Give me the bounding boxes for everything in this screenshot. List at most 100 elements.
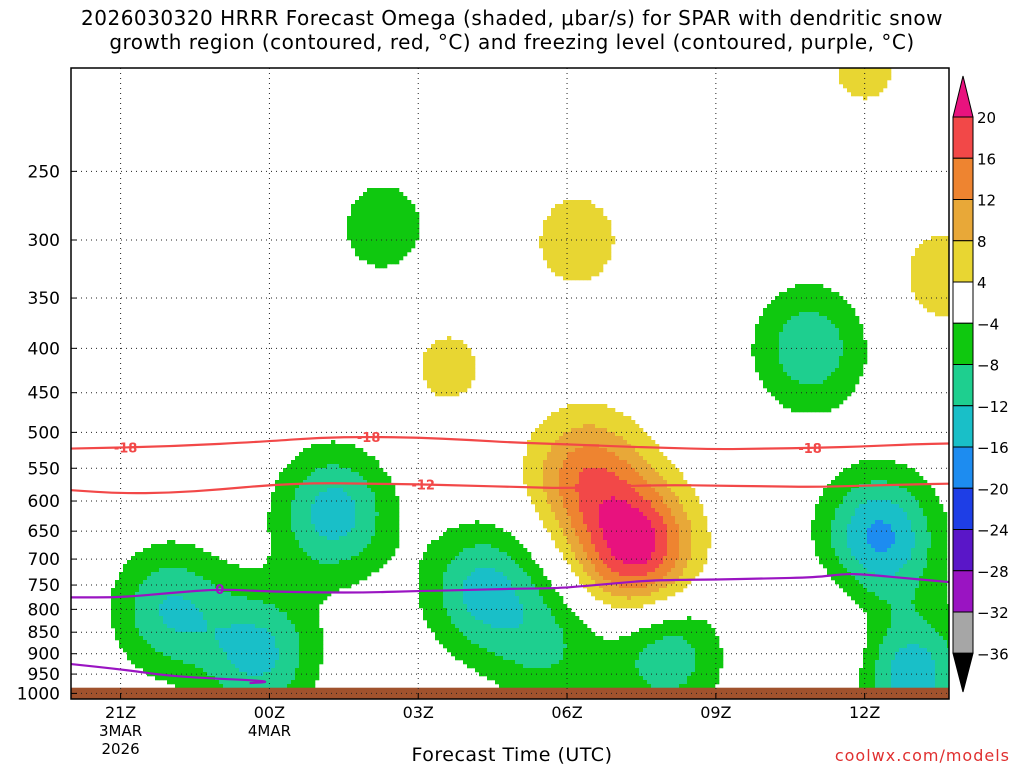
omega-cell [859,364,864,369]
omega-cell [883,548,888,553]
omega-cell [771,332,776,337]
omega-cell [939,304,944,309]
omega-cell [855,68,860,73]
omega-cell [499,532,504,537]
omega-cell [799,332,804,337]
omega-cell [859,472,864,477]
omega-cell [795,388,800,393]
omega-cell [375,532,380,537]
omega-cell [883,468,888,473]
omega-cell [319,512,324,517]
omega-cell [687,548,692,553]
omega-cell [563,216,568,221]
omega-cell [527,464,532,469]
omega-cell [479,528,484,533]
omega-cell [847,348,852,353]
omega-cell [627,532,632,537]
omega-cell [339,452,344,457]
omega-cell [783,300,788,305]
omega-cell [819,496,824,501]
omega-cell [883,460,888,465]
omega-cell [339,496,344,501]
omega-cell [603,440,608,445]
omega-cell [611,428,616,433]
omega-cell [855,492,860,497]
omega-cell [307,540,312,545]
omega-cell [391,520,396,525]
omega-cell [195,552,200,557]
omega-cell [647,504,652,509]
omega-cell [831,296,836,301]
omega-cell [803,352,808,357]
omega-cell [575,268,580,273]
omega-cell [875,556,880,561]
omega-cell [583,460,588,465]
omega-cell [855,376,860,381]
omega-cell [435,356,440,361]
omega-cell [551,520,556,525]
omega-cell [815,344,820,349]
omega-cell [339,504,344,509]
omega-cell [875,504,880,509]
omega-cell [887,524,892,529]
omega-cell [603,516,608,521]
omega-cell [895,464,900,469]
omega-cell [591,252,596,257]
omega-cell [819,400,824,405]
omega-cell [367,536,372,541]
omega-cell [387,504,392,509]
omega-cell [851,368,856,373]
omega-cell [511,548,516,553]
omega-cell [567,432,572,437]
omega-cell [595,428,600,433]
omega-cell [451,380,456,385]
omega-cell [555,204,560,209]
omega-cell [615,424,620,429]
omega-cell [859,344,864,349]
omega-cell [763,312,768,317]
omega-cell [347,516,352,521]
omega-cell [171,544,176,549]
omega-cell [579,544,584,549]
omega-cell [835,496,840,501]
omega-cell [895,496,900,501]
omega-cell [911,528,916,533]
omega-cell [543,456,548,461]
omega-cell [803,348,808,353]
omega-cell [875,92,880,97]
omega-cell [939,264,944,269]
omega-cell [803,344,808,349]
omega-cell [775,384,780,389]
omega-cell [919,512,924,517]
omega-cell [575,220,580,225]
omega-cell [831,344,836,349]
omega-cell [479,524,484,529]
omega-cell [667,472,672,477]
omega-cell [667,500,672,505]
omega-cell [367,492,372,497]
omega-cell [511,536,516,541]
omega-cell [683,492,688,497]
omega-cell [467,548,472,553]
omega-cell [759,348,764,353]
omega-cell [327,448,332,453]
omega-cell [867,480,872,485]
omega-cell [643,456,648,461]
omega-cell [823,508,828,513]
omega-cell [391,228,396,233]
omega-cell [815,540,820,545]
omega-cell [431,544,436,549]
omega-cell [583,244,588,249]
omega-cell [363,496,368,501]
omega-cell [315,488,320,493]
omega-cell [887,512,892,517]
omega-cell [311,456,316,461]
omega-cell [503,548,508,553]
omega-cell [387,480,392,485]
omega-cell [863,464,868,469]
omega-cell [623,556,628,561]
omega-cell [607,224,612,229]
omega-cell [563,252,568,257]
omega-cell [567,252,572,257]
omega-cell [363,244,368,249]
